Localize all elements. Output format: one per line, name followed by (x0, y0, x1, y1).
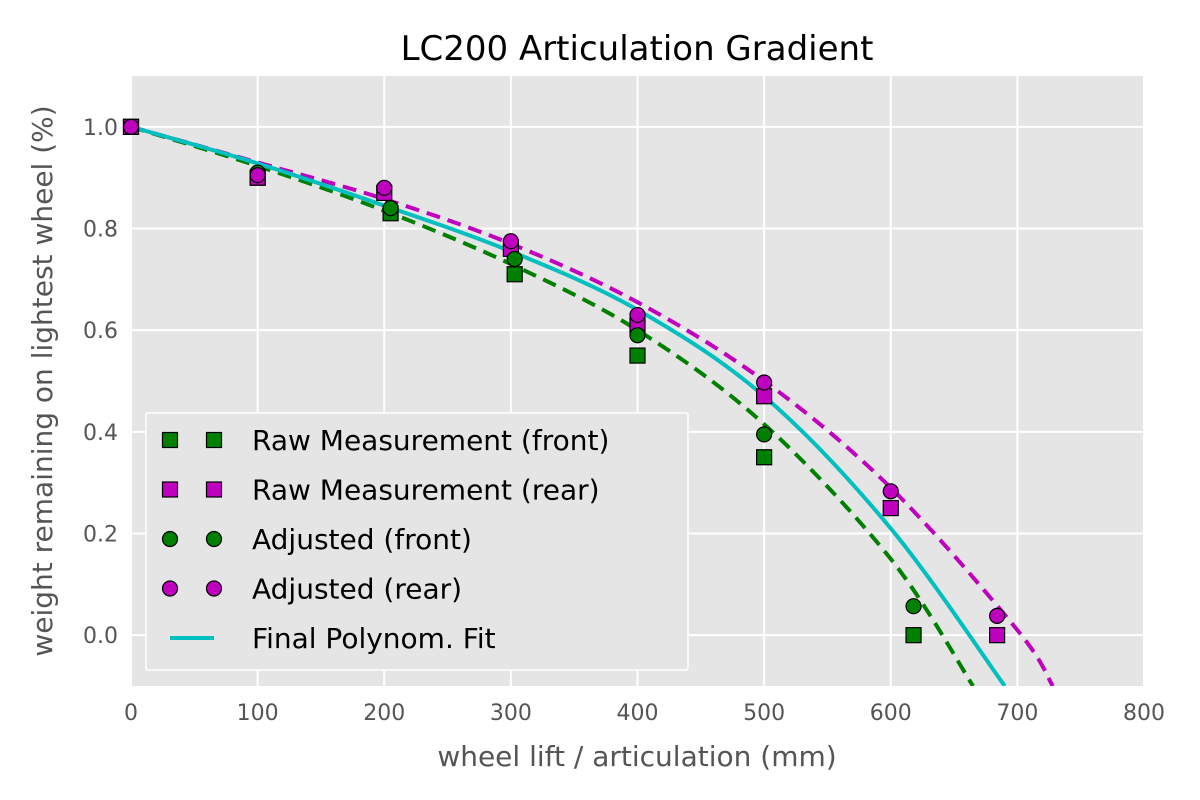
legend-label: Raw Measurement (front) (252, 424, 609, 457)
legend-label: Adjusted (rear) (252, 573, 462, 606)
legend-marker (205, 580, 223, 597)
circle-data-point (249, 167, 266, 184)
y-tick-label: 0.6 (83, 319, 118, 344)
square-data-point (756, 388, 773, 405)
y-tick-label: 0.4 (83, 421, 118, 446)
square-data-point (756, 449, 773, 466)
circle-data-point (502, 233, 519, 250)
x-tick-label: 800 (1123, 701, 1165, 726)
legend-marker (161, 431, 179, 449)
square-data-point (882, 499, 899, 517)
square-data-point (629, 347, 646, 364)
legend-marker (161, 481, 179, 498)
legend-marker (205, 431, 223, 449)
legend-box (145, 412, 689, 671)
circle-data-point (629, 327, 646, 344)
y-tick-label: 0.2 (83, 523, 118, 548)
dashed-fit-line (131, 124, 975, 686)
fit-lines (131, 124, 1055, 686)
circle-data-point (506, 250, 523, 268)
square-data-point (905, 627, 922, 644)
x-tick-label: 300 (490, 701, 532, 726)
y-tick-label: 0.8 (83, 218, 118, 243)
y-tick-label: 0.0 (83, 624, 118, 649)
square-data-point (506, 266, 523, 283)
x-tick-label: 100 (237, 701, 279, 726)
circle-data-point (382, 200, 399, 217)
legend-marker (161, 580, 179, 597)
circle-data-point (756, 374, 773, 391)
data-markers (122, 118, 1006, 644)
circle-data-point (376, 179, 393, 196)
circle-data-point (905, 598, 922, 615)
circle-data-point (882, 483, 899, 500)
y-tick-label: 1.0 (83, 116, 118, 141)
circle-data-point (989, 607, 1006, 624)
x-axis-label: wheel lift / articulation (mm) (437, 740, 836, 773)
dashed-fit-line (131, 124, 1055, 686)
legend-label: Adjusted (front) (252, 523, 472, 556)
circle-data-point (756, 426, 773, 443)
tick-labels: 0 100 200 300 400 500 600 700 800 0.0 0.2 0.4 0.6 0.8… (83, 116, 1165, 726)
x-tick-label: 600 (870, 701, 912, 726)
circle-data-point (629, 306, 646, 324)
x-tick-label: 700 (996, 701, 1038, 726)
circle-data-point (122, 118, 140, 135)
x-tick-label: 400 (617, 701, 659, 726)
x-tick-label: 0 (124, 701, 138, 726)
legend: Raw Measurement (front) Raw Measurement (… (145, 412, 689, 671)
x-tick-label: 200 (363, 701, 405, 726)
x-tick-label: 500 (743, 701, 785, 726)
legend-marker (161, 530, 179, 548)
legend-label: Raw Measurement (rear) (252, 474, 600, 507)
square-data-point (989, 627, 1006, 644)
legend-marker (205, 481, 223, 498)
chart-title: LC200 Articulation Gradient (401, 29, 874, 69)
legend-label: Final Polynom. Fit (252, 622, 496, 655)
y-axis-label: weight remaining on lightest wheel (%) (26, 105, 59, 656)
final-fit-line (131, 124, 1007, 686)
legend-marker (205, 530, 223, 548)
